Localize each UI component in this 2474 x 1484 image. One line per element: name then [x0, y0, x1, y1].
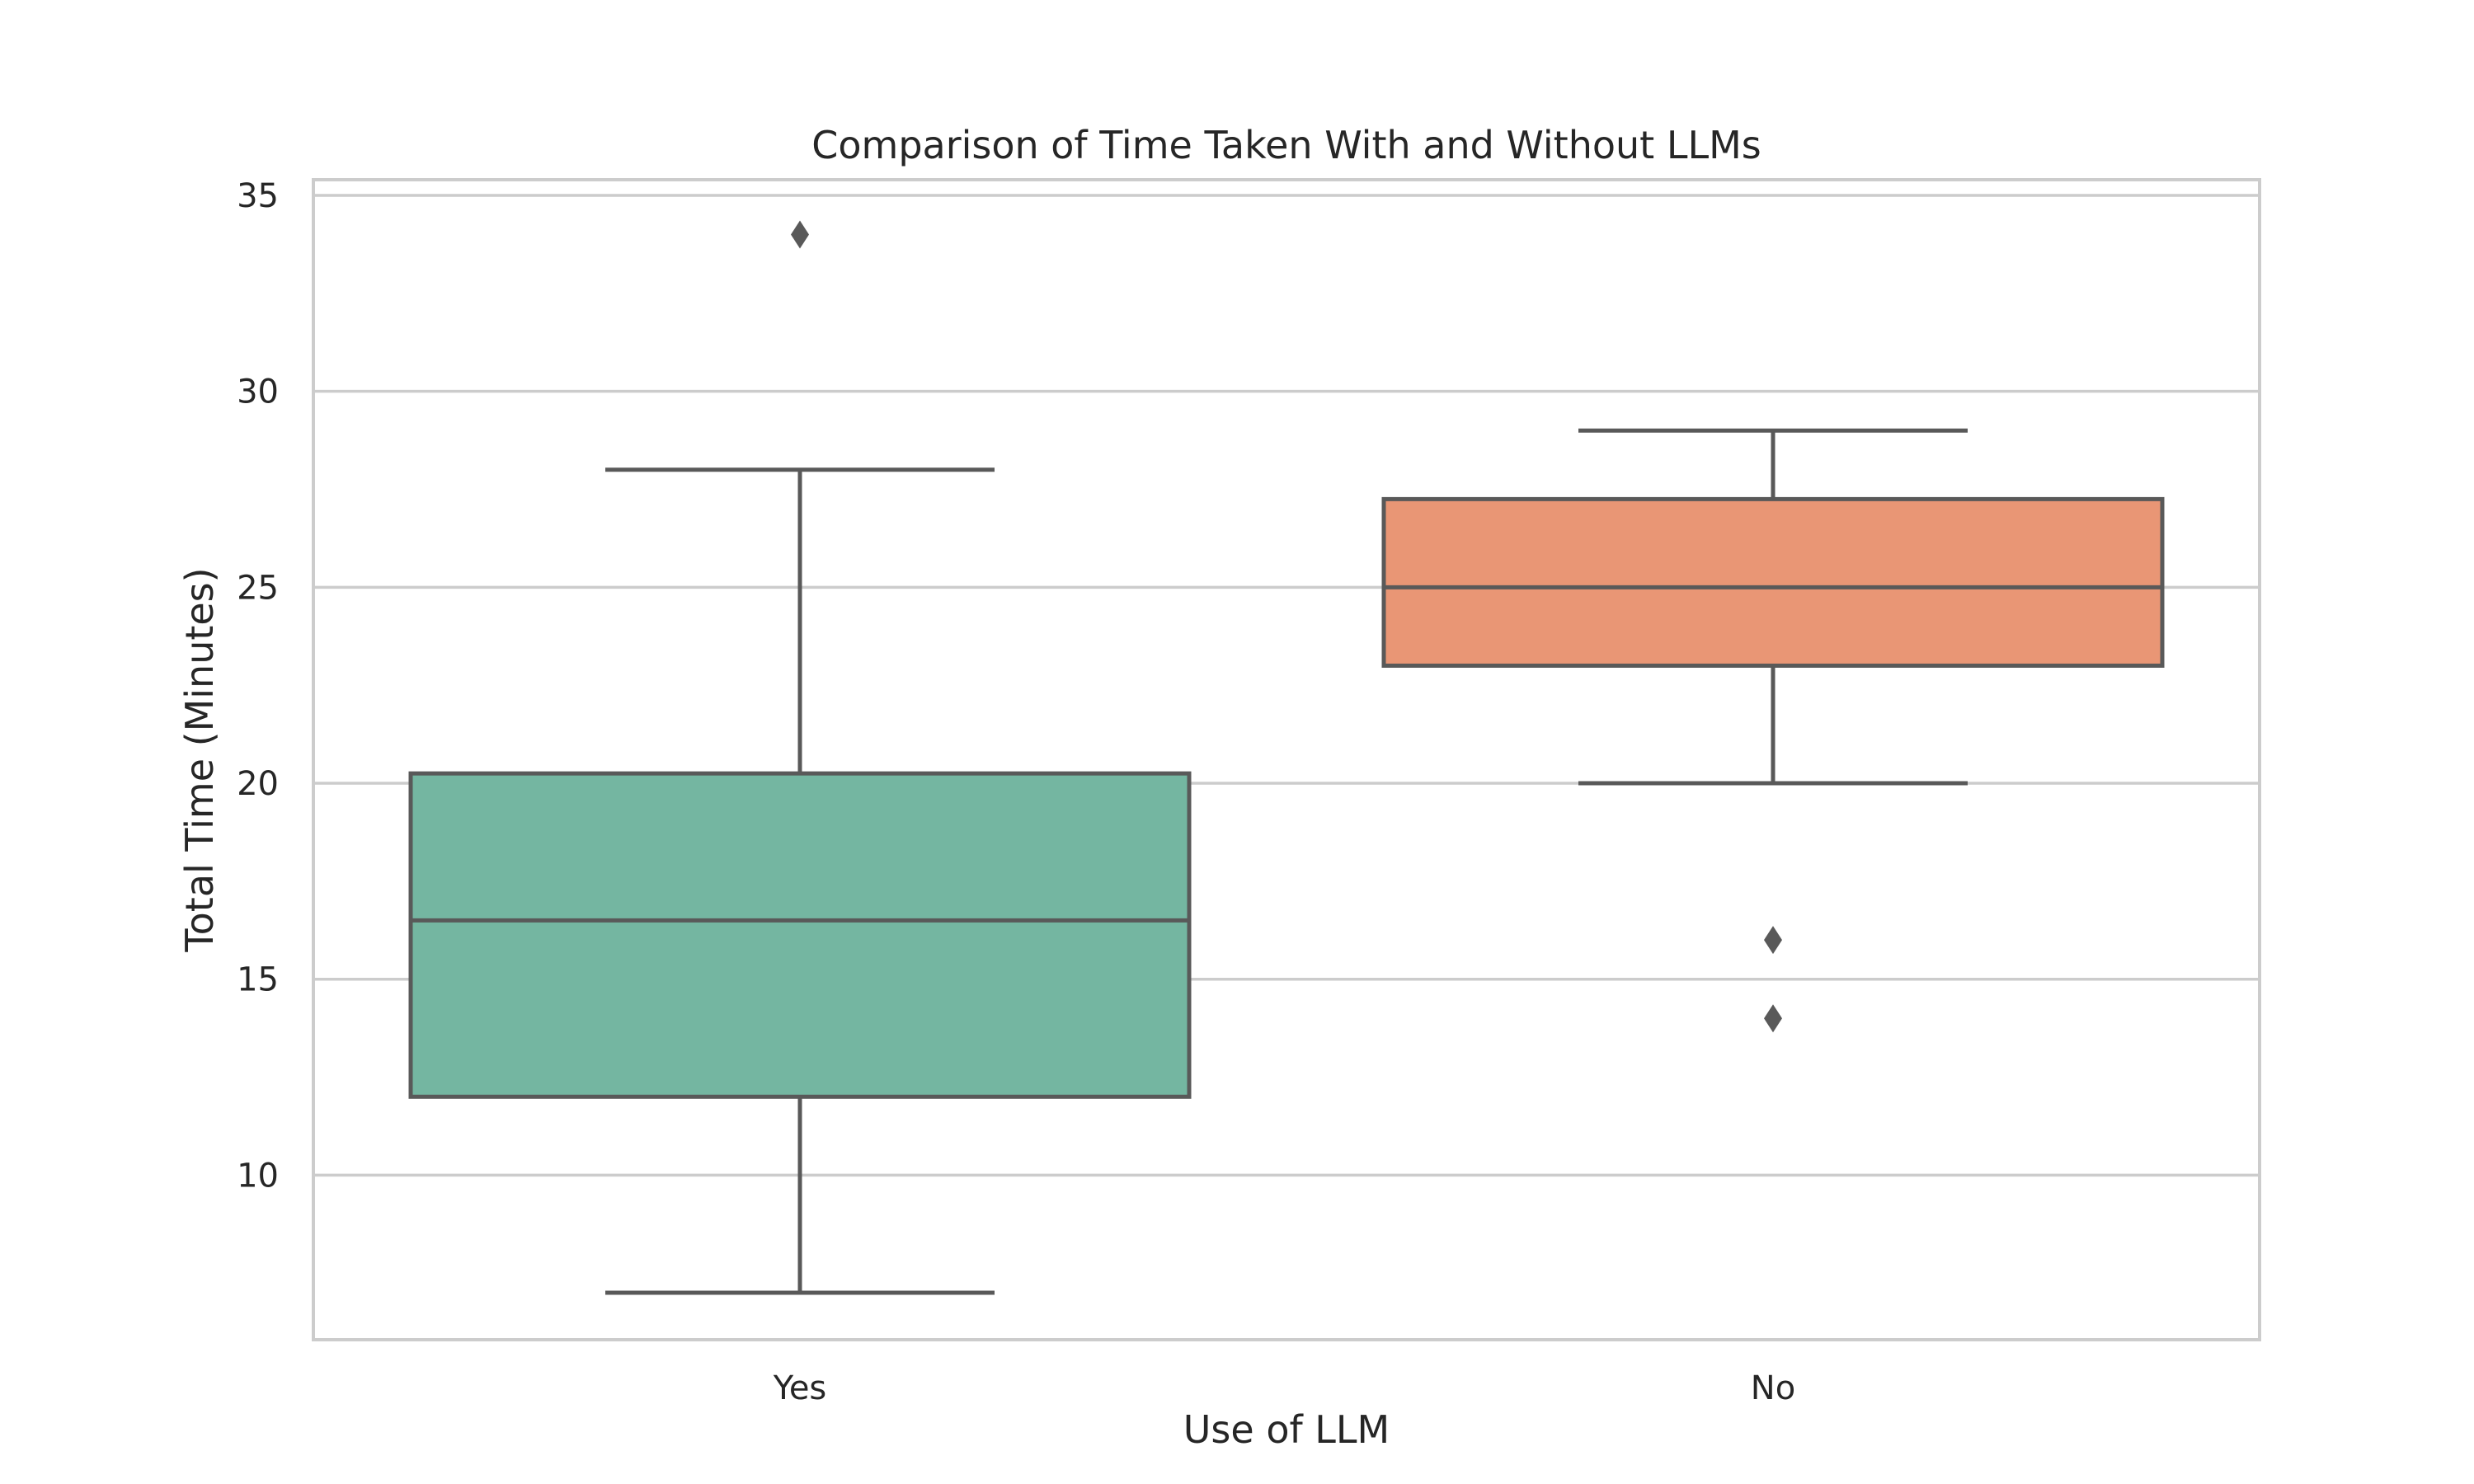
y-tick-label: 15: [237, 961, 279, 999]
box-iqr: [408, 771, 1192, 1099]
x-tick-label: No: [1751, 1369, 1795, 1407]
box-group-no: [1381, 428, 2165, 1033]
box-group-yes: [408, 220, 1192, 1295]
x-axis-ticks: Yes No: [773, 1369, 1795, 1407]
y-axis-ticks: 10 15 20 25 30 35: [237, 177, 279, 1195]
y-tick-label: 20: [237, 765, 279, 803]
plot-frame: [312, 178, 2261, 1341]
outlier-point: [1764, 926, 1782, 955]
box-iqr: [1381, 496, 2165, 668]
y-tick-label: 10: [237, 1157, 279, 1195]
outlier-point: [791, 220, 809, 249]
y-tick-label: 25: [237, 569, 279, 607]
y-axis-label: Total Time (Minutes): [177, 567, 222, 952]
chart-title: Comparison of Time Taken With and Withou…: [811, 123, 1761, 167]
box-plot-series: [408, 220, 2165, 1295]
x-axis-label: Use of LLM: [1183, 1407, 1390, 1452]
x-tick-label: Yes: [773, 1369, 827, 1407]
y-tick-label: 30: [237, 373, 279, 411]
outlier-point: [1764, 1004, 1782, 1033]
y-tick-label: 35: [237, 177, 279, 215]
